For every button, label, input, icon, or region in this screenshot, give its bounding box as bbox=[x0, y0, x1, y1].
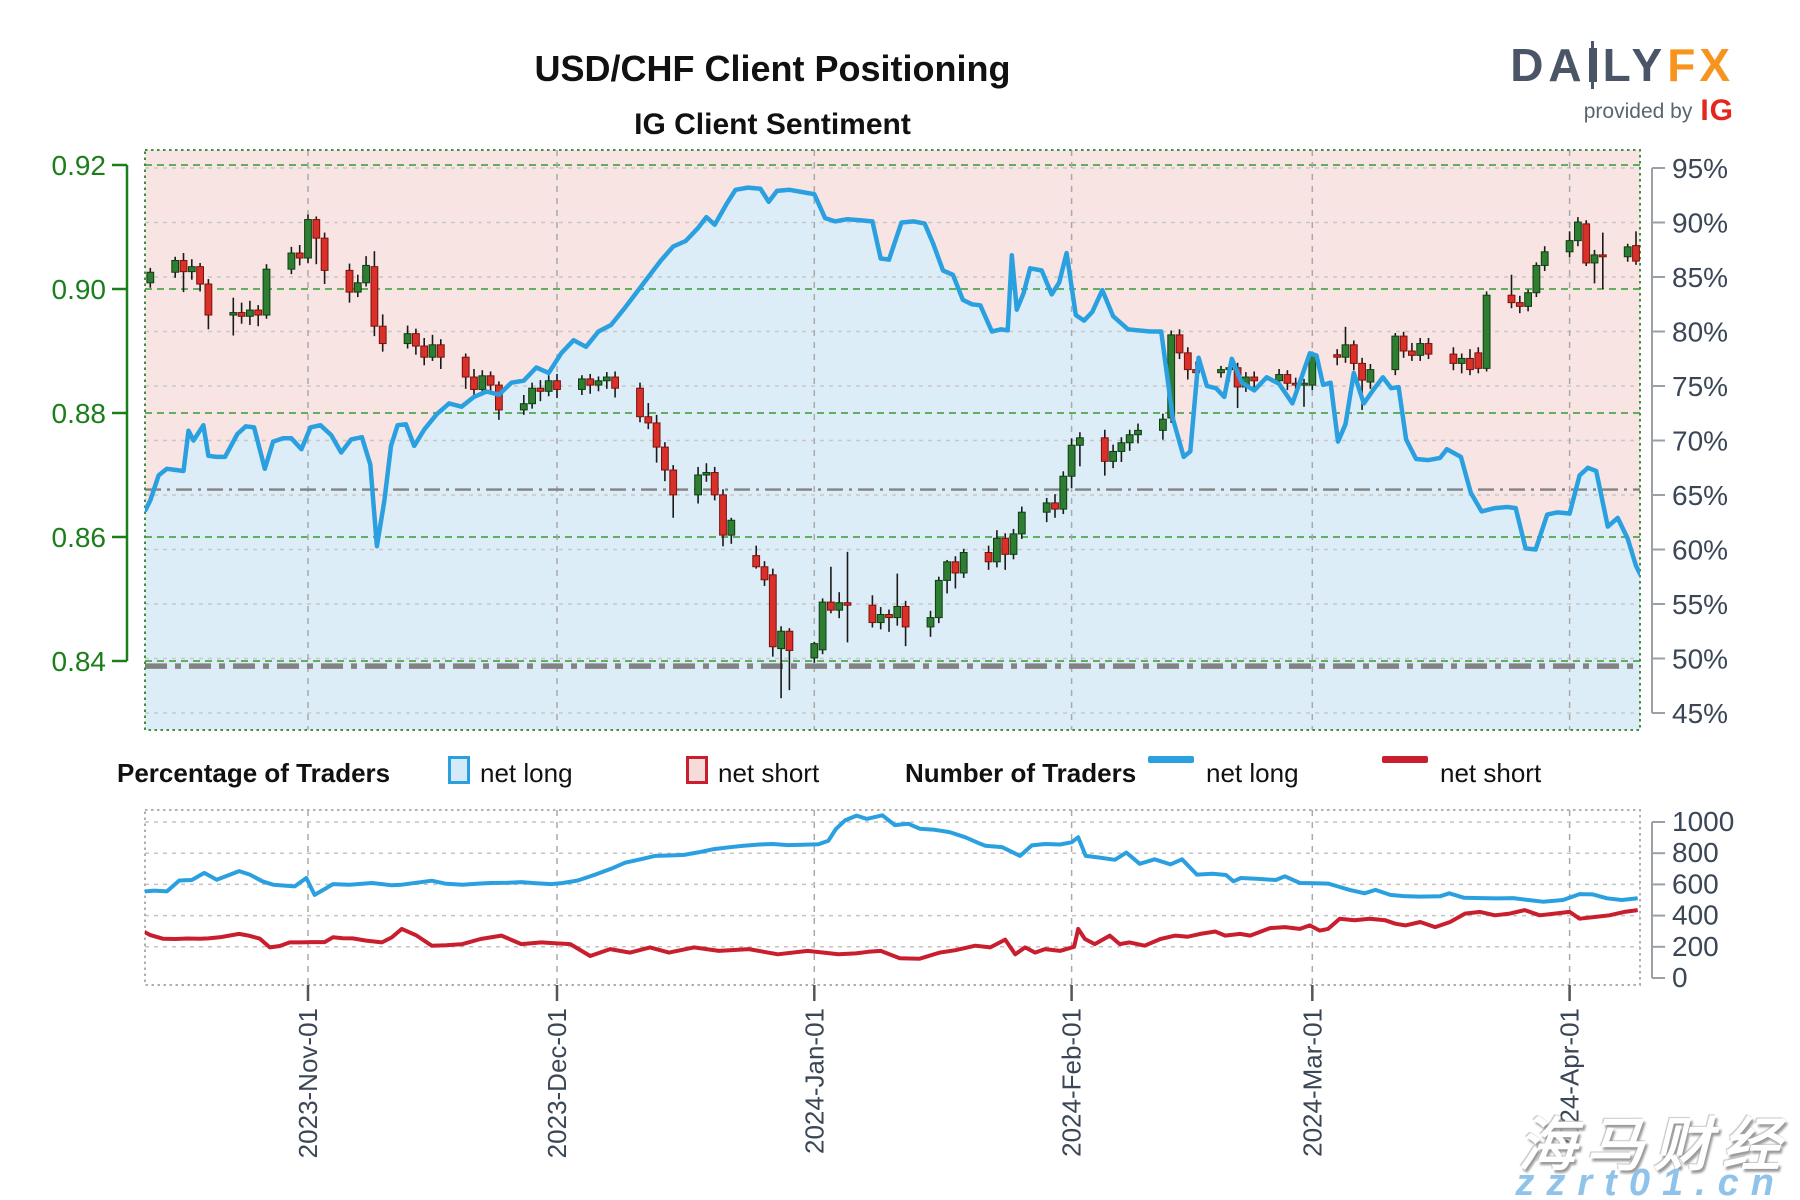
pct-axis-tick-label: 65% bbox=[1672, 480, 1728, 511]
price-axis-tick-label: 0.88 bbox=[52, 398, 107, 429]
pct-axis-tick-label: 55% bbox=[1672, 589, 1728, 620]
logo-text-ly: LY bbox=[1602, 39, 1668, 91]
pct-axis-tick-label: 80% bbox=[1672, 317, 1728, 348]
ig-logo: IG bbox=[1700, 94, 1734, 127]
legend-pct-net-short-label: net short bbox=[718, 758, 820, 788]
price-axis-tick-label: 0.90 bbox=[52, 274, 107, 305]
pct-axis-tick-label: 70% bbox=[1672, 426, 1728, 457]
watermark-brand: 海马财经 bbox=[1517, 1113, 1790, 1178]
legend: Percentage of Traders net long net short… bbox=[0, 756, 1800, 796]
x-axis-date-label: 2024-Mar-01 bbox=[1297, 1008, 1327, 1157]
dailyfx-logo-brand: DA LY FX bbox=[1510, 39, 1734, 91]
pct-axis-tick-label: 85% bbox=[1672, 262, 1728, 293]
page-title: USD/CHF Client Positioning bbox=[534, 48, 1011, 89]
logo-candle-i-icon bbox=[1588, 41, 1597, 89]
pct-axis-tick-label: 45% bbox=[1672, 698, 1728, 729]
count-axis-tick-label: 600 bbox=[1672, 868, 1719, 899]
x-axis-date-label: 2024-Apr-01 bbox=[1555, 1008, 1585, 1153]
pct-axis-tick-label: 75% bbox=[1672, 371, 1728, 402]
legend-count-net-long-line-icon bbox=[1148, 756, 1194, 763]
x-axis-date-label: 2023-Nov-01 bbox=[293, 1008, 323, 1158]
pct-axis-tick-label: 60% bbox=[1672, 535, 1728, 566]
legend-pct-group-label: Percentage of Traders bbox=[117, 758, 391, 788]
legend-count-net-short-line-icon bbox=[1382, 756, 1428, 763]
logo-text-fx: FX bbox=[1667, 39, 1734, 91]
x-axis-date-label: 2024-Jan-01 bbox=[799, 1008, 829, 1154]
price-axis-tick-label: 0.86 bbox=[52, 522, 107, 553]
x-axis-date-label: 2023-Dec-01 bbox=[542, 1008, 572, 1158]
logo-provided-by-text: provided by bbox=[1583, 99, 1693, 123]
count-axis-tick-label: 800 bbox=[1672, 837, 1719, 868]
price-axis-tick-label: 0.84 bbox=[52, 646, 107, 677]
pct-axis-tick-label: 90% bbox=[1672, 208, 1728, 239]
count-axis-tick-label: 1000 bbox=[1672, 806, 1734, 837]
chart-subtitle: IG Client Sentiment bbox=[634, 108, 911, 141]
count-axis-tick-label: 400 bbox=[1672, 900, 1719, 931]
legend-count-group-label: Number of Traders bbox=[905, 758, 1137, 788]
legend-pct-net-long-label: net long bbox=[480, 758, 573, 788]
price-axis-tick-label: 0.92 bbox=[52, 150, 107, 181]
dailyfx-logo: DA LY FX provided by IG bbox=[1510, 39, 1734, 126]
legend-net-short-swatch-icon bbox=[686, 756, 708, 784]
logo-provided-by: provided by IG bbox=[1510, 96, 1734, 126]
count-axis-tick-label: 0 bbox=[1672, 962, 1688, 993]
legend-count-net-long-label: net long bbox=[1206, 758, 1299, 788]
count-axis-tick-label: 200 bbox=[1672, 931, 1719, 962]
pct-axis-tick-label: 50% bbox=[1672, 644, 1728, 675]
x-axis-date-label: 2024-Feb-01 bbox=[1057, 1008, 1087, 1157]
legend-count-net-short-label: net short bbox=[1440, 758, 1542, 788]
watermark-url: zzrt01.cn bbox=[1515, 1162, 1786, 1200]
legend-net-long-swatch-icon bbox=[448, 756, 470, 784]
logo-text-da: DA bbox=[1510, 39, 1587, 91]
pct-axis-tick-label: 95% bbox=[1672, 153, 1728, 184]
